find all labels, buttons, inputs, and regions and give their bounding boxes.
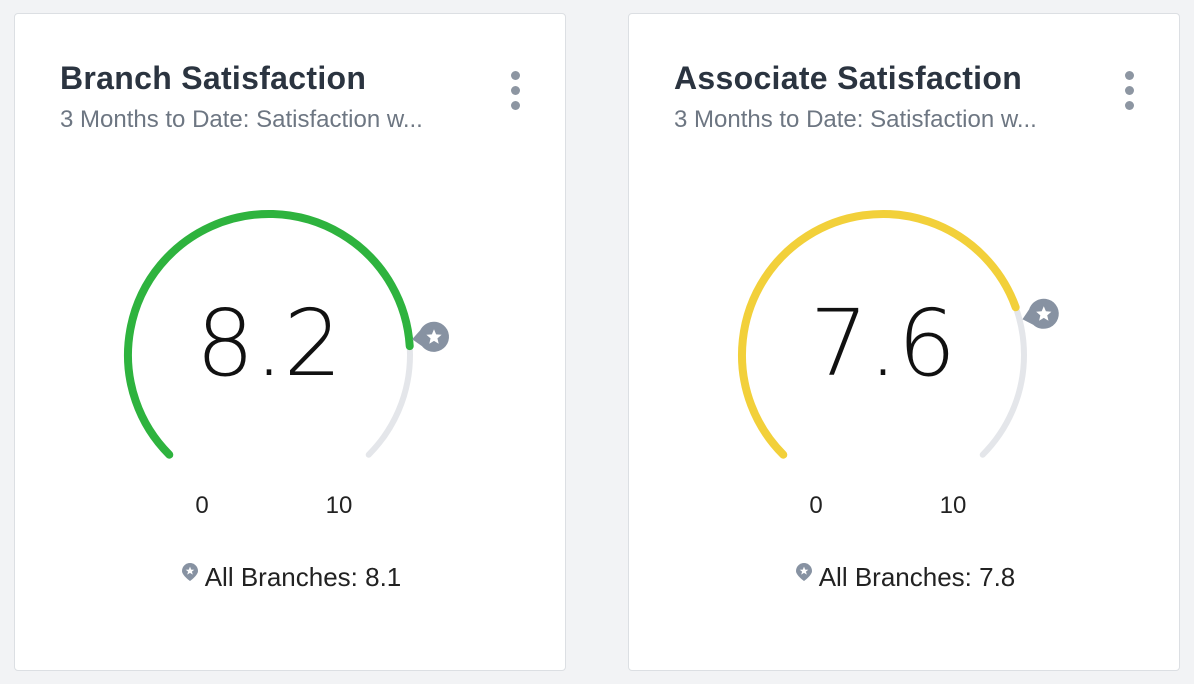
gauge-value: 7.6 xyxy=(809,290,957,397)
star-badge-icon xyxy=(181,563,198,581)
benchmark-text: All Branches: 8.1 xyxy=(204,562,402,592)
benchmark-summary: All Branches: 8.1 xyxy=(15,562,567,593)
marker-pin-shape xyxy=(412,321,449,352)
branch-satisfaction-card: Branch Satisfaction 3 Months to Date: Sa… xyxy=(14,13,566,671)
star-badge-icon xyxy=(795,563,812,581)
card-subtitle: 3 Months to Date: Satisfaction w... xyxy=(60,106,423,133)
benchmark-summary: All Branches: 7.8 xyxy=(629,562,1181,593)
gauge-value: 8.2 xyxy=(195,290,343,397)
benchmark-marker-icon xyxy=(412,321,449,352)
card-subtitle: 3 Months to Date: Satisfaction w... xyxy=(674,106,1037,133)
card-title: Associate Satisfaction xyxy=(674,60,1023,96)
benchmark-marker-icon xyxy=(1022,298,1059,329)
dot-icon xyxy=(1125,71,1134,80)
marker-star-shape xyxy=(1036,306,1052,321)
benchmark-text: All Branches: 7.8 xyxy=(818,562,1016,592)
card-title: Branch Satisfaction xyxy=(60,60,367,96)
dot-icon xyxy=(1125,86,1134,95)
gauge-min-label: 0 xyxy=(195,492,209,519)
dot-icon xyxy=(1125,101,1134,110)
dot-icon xyxy=(511,101,520,110)
gauge-max-label: 10 xyxy=(939,492,967,519)
dot-icon xyxy=(511,71,520,80)
gauge-min-label: 0 xyxy=(809,492,823,519)
dot-icon xyxy=(511,86,520,95)
associate-satisfaction-card: Associate Satisfaction 3 Months to Date:… xyxy=(628,13,1180,671)
marker-pin-shape xyxy=(1022,298,1059,329)
marker-star-shape xyxy=(426,329,442,344)
more-options-button[interactable] xyxy=(1115,68,1145,114)
gauge-max-label: 10 xyxy=(325,492,353,519)
more-options-button[interactable] xyxy=(501,68,531,114)
